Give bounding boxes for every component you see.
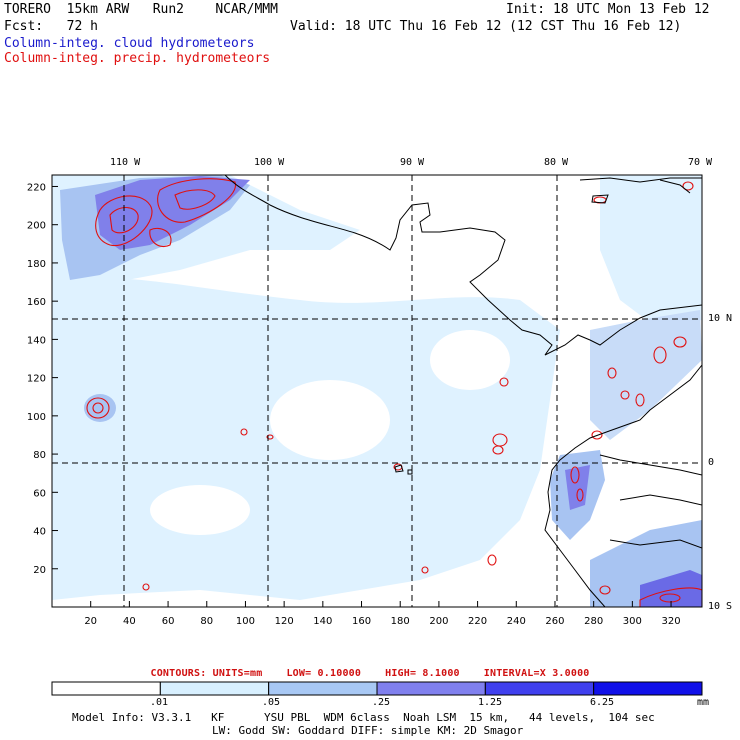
cloud-medium-area (84, 394, 116, 422)
x-tick-label: 60 (162, 616, 175, 627)
y-tick-label: 140 (27, 335, 46, 346)
map-frame (51, 174, 703, 608)
colorbar-label: 6.25 (590, 697, 615, 708)
colorbar-label: .01 (150, 697, 169, 708)
y-tick-label: 80 (33, 450, 46, 461)
colorbar-unit: mm (697, 697, 710, 708)
colorbar-swatch (376, 681, 486, 696)
lat-label-10n: 10 N (708, 313, 733, 324)
model-title: TORERO 15km ARW Run2 NCAR/MMM (4, 2, 278, 17)
axis-tick-labels: 20 40 60 80 100 120 140 160 180 200 220 240 260 280 30… (27, 182, 681, 627)
colorbar-label: 1.25 (478, 697, 503, 708)
lat-label-0: 0 (708, 457, 715, 468)
cloud-dense-area (640, 570, 702, 607)
axis-ticks (52, 185, 672, 607)
x-tick-label: 100 (236, 616, 255, 627)
precip-contours (86, 178, 702, 607)
cloud-light-area (600, 175, 702, 330)
lon-label-110w: 110 W (110, 157, 141, 168)
y-tick-label: 120 (27, 374, 46, 385)
y-tick-label: 160 (27, 297, 46, 308)
lat-label-10s: 10 S (708, 601, 733, 612)
x-tick-label: 320 (662, 616, 681, 627)
graticule (52, 175, 702, 607)
contour-units: CONTOURS: UNITS=mm (150, 668, 263, 679)
y-tick-label: 60 (33, 488, 46, 499)
y-tick-label: 220 (27, 182, 46, 193)
cloud-light-area (270, 380, 390, 460)
colorbar (51, 681, 703, 696)
lon-label-90w: 90 W (400, 157, 425, 168)
y-tick-label: 40 (33, 527, 46, 538)
init-time: Init: 18 UTC Mon 13 Feb 12 (506, 2, 710, 17)
colorbar-swatch (268, 681, 378, 696)
model-info: Model Info: V3.3.1 KF YSU PBL WDM 6class… (72, 711, 655, 724)
colorbar-label: .05 (262, 697, 281, 708)
x-tick-label: 20 (84, 616, 97, 627)
valid-time: Valid: 18 UTC Thu 16 Feb 12 (12 CST Thu … (290, 19, 682, 34)
x-tick-label: 160 (352, 616, 371, 627)
colorbar-label: .25 (372, 697, 391, 708)
x-tick-label: 140 (313, 616, 332, 627)
model-physics: LW: Godd SW: Goddard DIFF: simple KM: 2D… (212, 724, 524, 737)
y-tick-label: 200 (27, 221, 46, 232)
contour-low: LOW= 0.10000 (286, 668, 362, 679)
field-cloud-label: Column-integ. cloud hydrometeors (4, 36, 255, 51)
y-tick-label: 100 (27, 412, 46, 423)
cloud-light-area (430, 330, 510, 390)
colorbar-swatch (51, 681, 161, 696)
x-tick-label: 200 (429, 616, 448, 627)
lon-label-80w: 80 W (544, 157, 569, 168)
x-tick-label: 180 (391, 616, 410, 627)
cloud-dense-area (95, 176, 250, 250)
colorbar-swatch (159, 681, 270, 696)
x-tick-label: 80 (200, 616, 213, 627)
x-tick-label: 220 (468, 616, 487, 627)
lon-label-70w: 70 W (688, 157, 713, 168)
y-tick-label: 20 (33, 565, 46, 576)
colorbar-swatch (593, 681, 703, 696)
x-tick-label: 120 (275, 616, 294, 627)
x-tick-label: 40 (123, 616, 136, 627)
lon-label-100w: 100 W (254, 157, 285, 168)
forecast-hour: Fcst: 72 h (4, 19, 98, 34)
cloud-light-area (150, 485, 250, 535)
field-precip-label: Column-integ. precip. hydrometeors (4, 51, 271, 66)
shaded-fields (52, 175, 702, 607)
y-tick-label: 180 (27, 259, 46, 270)
contour-interval: INTERVAL=X 3.0000 (483, 668, 590, 679)
contour-info: CONTOURS: UNITS=mm LOW= 0.10000 HIGH= 8.10… (0, 668, 740, 679)
x-tick-label: 280 (584, 616, 603, 627)
contour-high: HIGH= 8.1000 (385, 668, 460, 679)
colorbar-swatch (484, 681, 595, 696)
x-tick-label: 240 (507, 616, 526, 627)
x-tick-label: 300 (623, 616, 642, 627)
x-tick-label: 260 (545, 616, 564, 627)
coastlines (224, 175, 702, 607)
